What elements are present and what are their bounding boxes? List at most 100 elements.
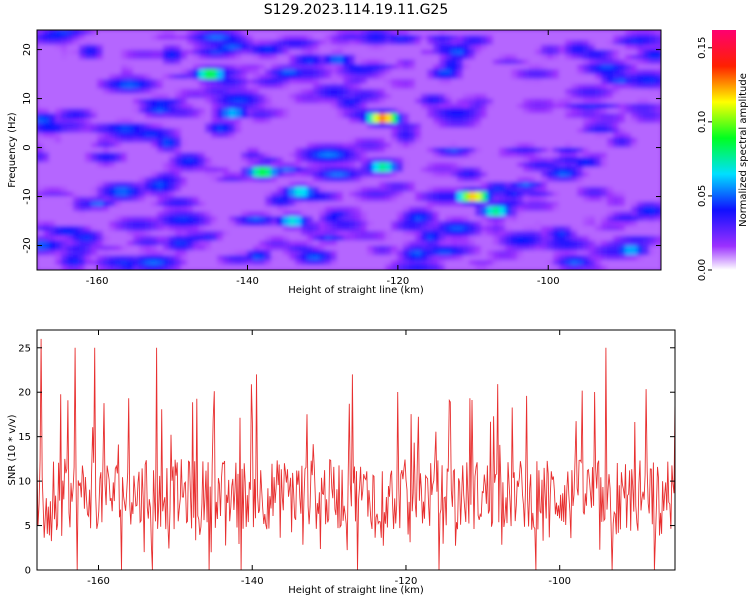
heatmap-cell [343,152,350,158]
heatmap-cell [451,211,458,217]
heatmap-cell [577,78,584,85]
heatmap-cell [511,172,518,178]
heatmap-cell [73,88,80,95]
heatmap-cell [241,240,248,247]
heatmap-cell [625,152,632,158]
heatmap-cell [565,118,572,124]
heatmap-cell [577,172,584,178]
heatmap-cell [361,172,368,178]
heatmap-cell [643,127,650,134]
heatmap-cell [523,118,530,124]
heatmap-cell [343,201,350,207]
heatmap-cell [565,172,572,178]
heatmap-cell [115,172,122,178]
heatmap-cell [631,250,638,256]
heatmap-cell [109,93,116,100]
heatmap-cell [553,167,560,173]
heatmap-cell [391,132,398,139]
heatmap-cell [163,245,170,252]
heatmap-cell [313,245,320,252]
heatmap-cell [133,49,140,56]
heatmap-cell [133,132,140,139]
heatmap-cell [43,162,50,168]
heatmap-cell [295,127,302,134]
heatmap-cell [493,44,500,51]
heatmap-cell [145,49,152,56]
heatmap-cell [385,196,392,203]
heatmap-cell [637,172,644,178]
heatmap-cell [85,186,92,193]
heatmap-cell [163,88,170,95]
heatmap-cell [535,157,542,163]
heatmap-cell [451,69,458,75]
heatmap-cell [217,49,224,56]
heatmap-cell [475,137,482,144]
heatmap-cell [205,186,212,193]
heatmap-cell [187,260,194,266]
heatmap-cell [349,216,356,222]
heatmap-cell [169,211,176,217]
heatmap-cell [643,230,650,237]
heatmap-cell [235,34,242,41]
heatmap-cell [145,191,152,198]
heatmap-cell [511,245,518,252]
heatmap-cell [565,64,572,70]
heatmap-cell [319,30,326,36]
heatmap-cell [421,108,428,114]
heatmap-cell [433,196,440,203]
heatmap-cell [445,147,452,154]
heatmap-cell [145,142,152,149]
heatmap-cell [655,118,661,124]
heatmap-cell [637,191,644,198]
heatmap-cell [559,162,566,168]
heatmap-cell [499,206,506,212]
heatmap-cell [259,113,266,119]
heatmap-cell [181,225,188,232]
heatmap-cell [589,235,596,242]
heatmap-cell [121,250,128,256]
heatmap-cell [409,108,416,114]
heatmap-cell [331,152,338,158]
heatmap-cell [553,83,560,90]
heatmap-cell [511,260,518,266]
heatmap-cell [127,74,134,80]
heatmap-cell [37,230,44,237]
heatmap-cell [325,59,332,65]
heatmap-cell [421,162,428,168]
heatmap-cell [451,221,458,227]
heatmap-cell [109,64,116,70]
heatmap-cell [313,103,320,109]
heatmap-cell [79,118,86,124]
heatmap-cell [223,108,230,114]
heatmap-cell [301,176,308,183]
heatmap-cell [433,211,440,217]
heatmap-cell [463,39,470,46]
heatmap-cell [649,54,656,60]
heatmap-cell [637,113,644,119]
heatmap-cell [121,98,128,105]
heatmap-cell [415,162,422,168]
heatmap-cell [73,235,80,242]
heatmap-cell [379,167,386,173]
heatmap-cell [175,108,182,114]
heatmap-cell [175,142,182,149]
heatmap-cell [517,64,524,70]
heatmap-cell [535,137,542,144]
heatmap-cell [529,260,536,266]
heatmap-cell [211,186,218,193]
heatmap-cell [211,103,218,109]
heatmap-cell [151,39,158,46]
heatmap-cell [631,181,638,188]
heatmap-cell [367,103,374,109]
heatmap-cell [241,69,248,75]
heatmap-cell [349,245,356,252]
heatmap-cell [547,211,554,217]
heatmap-cell [379,123,386,129]
heatmap-cell [229,245,236,252]
heatmap-cell [577,196,584,203]
heatmap-cell [319,181,326,188]
heatmap-cell [625,34,632,41]
heatmap-cell [637,260,644,266]
heatmap-cell [439,59,446,65]
heatmap-cell [547,245,554,252]
